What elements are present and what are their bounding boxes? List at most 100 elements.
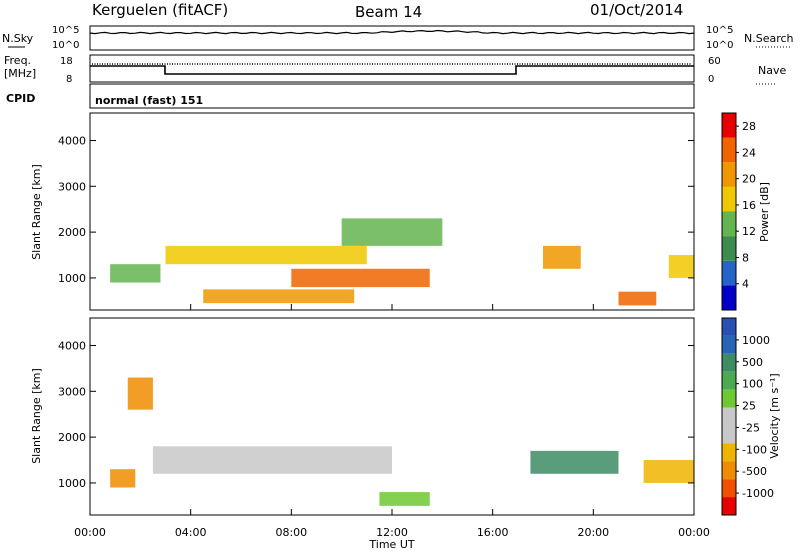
- colorbar-tick-label: 16: [742, 199, 756, 212]
- power-ylabel: Slant Range [km]: [30, 164, 43, 260]
- noise-panel: [89, 25, 695, 51]
- echo-region: [110, 264, 161, 283]
- echo-region: [668, 255, 694, 278]
- colorbar-tick-label: 12: [742, 225, 756, 238]
- x-tick-label: 00:00: [74, 526, 106, 539]
- colorbar-tick-label: 24: [742, 146, 756, 159]
- noise-trace: [89, 29, 695, 35]
- colorbar-tick-label: 500: [742, 356, 763, 369]
- colorbar-frame: [721, 112, 737, 311]
- time-axis: 00:00 04:00 08:00 12:00 16:00 20:00 00:00: [74, 304, 710, 539]
- echo-region: [643, 460, 694, 483]
- y-tick-label: 4000: [58, 339, 86, 352]
- colorbar-tick-label: -100: [742, 443, 767, 456]
- colorbar-swatch: [722, 389, 736, 408]
- x-tick-label: 16:00: [477, 526, 509, 539]
- echo-region: [152, 446, 392, 474]
- colorbar-tick-label: -500: [742, 465, 767, 478]
- velocity-y-axis: 1000 2000 3000 4000: [58, 339, 694, 490]
- freq-left-tick-bottom: 8: [66, 74, 72, 85]
- colorbar-tick-label: 28: [742, 120, 756, 133]
- beam-title: Beam 14: [355, 3, 422, 21]
- echo-region: [618, 291, 657, 306]
- power-colorbar: 4 8 12 16 20 24 28: [721, 112, 756, 311]
- y-tick-label: 3000: [58, 180, 86, 193]
- nave-right-tick-bottom: 0: [708, 74, 714, 85]
- colorbar-swatch: [722, 497, 736, 515]
- nave-right-tick-top: 60: [708, 56, 721, 67]
- colorbar-tick-label: 4: [742, 278, 749, 291]
- echo-region: [110, 469, 136, 488]
- y-tick-label: 4000: [58, 134, 86, 147]
- velocity-echoes: [110, 377, 694, 506]
- colorbar-swatch: [722, 335, 736, 354]
- noise-right-label: N.Search: [744, 32, 794, 45]
- noise-left-tick-bottom: 10^0: [52, 40, 79, 51]
- station-title: Kerguelen (fitACF): [92, 1, 228, 19]
- colorbar-swatch: [722, 318, 736, 336]
- colorbar-swatch: [722, 285, 736, 310]
- echo-region: [543, 245, 581, 269]
- power-echoes: [110, 218, 694, 306]
- echo-region: [203, 289, 355, 304]
- x-tick-label: 08:00: [275, 526, 307, 539]
- echo-region: [341, 218, 443, 246]
- y-tick-label: 1000: [58, 272, 86, 285]
- colorbar-swatch: [722, 425, 736, 444]
- colorbar-swatch: [722, 443, 736, 462]
- colorbar-swatch: [722, 162, 736, 187]
- echo-region: [530, 450, 619, 474]
- freq-panel: [89, 54, 695, 83]
- colorbar-tick-label: -25: [742, 421, 760, 434]
- freq-label-line1: Freq.: [4, 54, 31, 67]
- colorbar-swatch: [722, 371, 736, 390]
- x-tick-label: 12:00: [376, 526, 408, 539]
- colorbar-swatch: [722, 353, 736, 372]
- noise-right-tick-bottom: 10^0: [706, 40, 733, 51]
- colorbar-tick-label: 8: [742, 251, 749, 264]
- noise-right-tick-top: 10^5: [706, 25, 733, 36]
- cpid-text: normal (fast) 151: [95, 94, 203, 107]
- colorbar-swatch: [722, 211, 736, 237]
- y-tick-label: 2000: [58, 431, 86, 444]
- colorbar-swatch: [722, 113, 736, 138]
- y-tick-label: 3000: [58, 385, 86, 398]
- noise-left-label: N.Sky: [2, 32, 34, 45]
- power-y-axis: 1000 2000 3000 4000: [58, 134, 694, 285]
- velocity-panel-frame: [89, 317, 695, 516]
- colorbar-swatch: [722, 260, 736, 286]
- x-tick-label: 00:00: [678, 526, 710, 539]
- velocity-ylabel: Slant Range [km]: [30, 368, 43, 464]
- colorbar-swatch: [722, 137, 736, 163]
- x-tick-label: 04:00: [175, 526, 207, 539]
- time-axis-label: Time UT: [368, 538, 414, 551]
- echo-region: [379, 492, 430, 506]
- date-title: 01/Oct/2014: [590, 1, 683, 19]
- colorbar-tick-label: 20: [742, 173, 756, 186]
- colorbar-frame: [721, 317, 737, 516]
- freq-label-line2: [MHz]: [4, 67, 36, 80]
- colorbar-tick-label: 1000: [742, 334, 770, 347]
- colorbar-tick-label: -1000: [742, 487, 774, 500]
- y-tick-label: 1000: [58, 477, 86, 490]
- cpid-panel: [89, 83, 695, 109]
- freq-trace: [90, 65, 694, 75]
- colorbar-swatch: [722, 186, 736, 212]
- power-colorbar-label: Power [dB]: [758, 182, 771, 242]
- colorbar-swatch: [722, 407, 736, 426]
- colorbar-swatch: [722, 461, 736, 480]
- colorbar-tick-label: 25: [742, 400, 756, 413]
- echo-region: [291, 268, 430, 288]
- colorbar-swatch: [722, 479, 736, 498]
- cpid-label: CPID: [6, 92, 35, 105]
- velocity-colorbar: 1000 500 100 25 -25 -100 -500 -1000: [721, 317, 774, 516]
- x-tick-label: 20:00: [577, 526, 609, 539]
- velocity-colorbar-label: Velocity [m s⁻¹]: [768, 373, 781, 458]
- echo-region: [165, 245, 367, 265]
- freq-left-tick-top: 18: [60, 56, 73, 67]
- colorbar-tick-label: 100: [742, 378, 763, 391]
- nave-label: Nave: [758, 64, 786, 77]
- colorbar-swatch: [722, 236, 736, 261]
- y-tick-label: 2000: [58, 226, 86, 239]
- echo-region: [127, 377, 153, 410]
